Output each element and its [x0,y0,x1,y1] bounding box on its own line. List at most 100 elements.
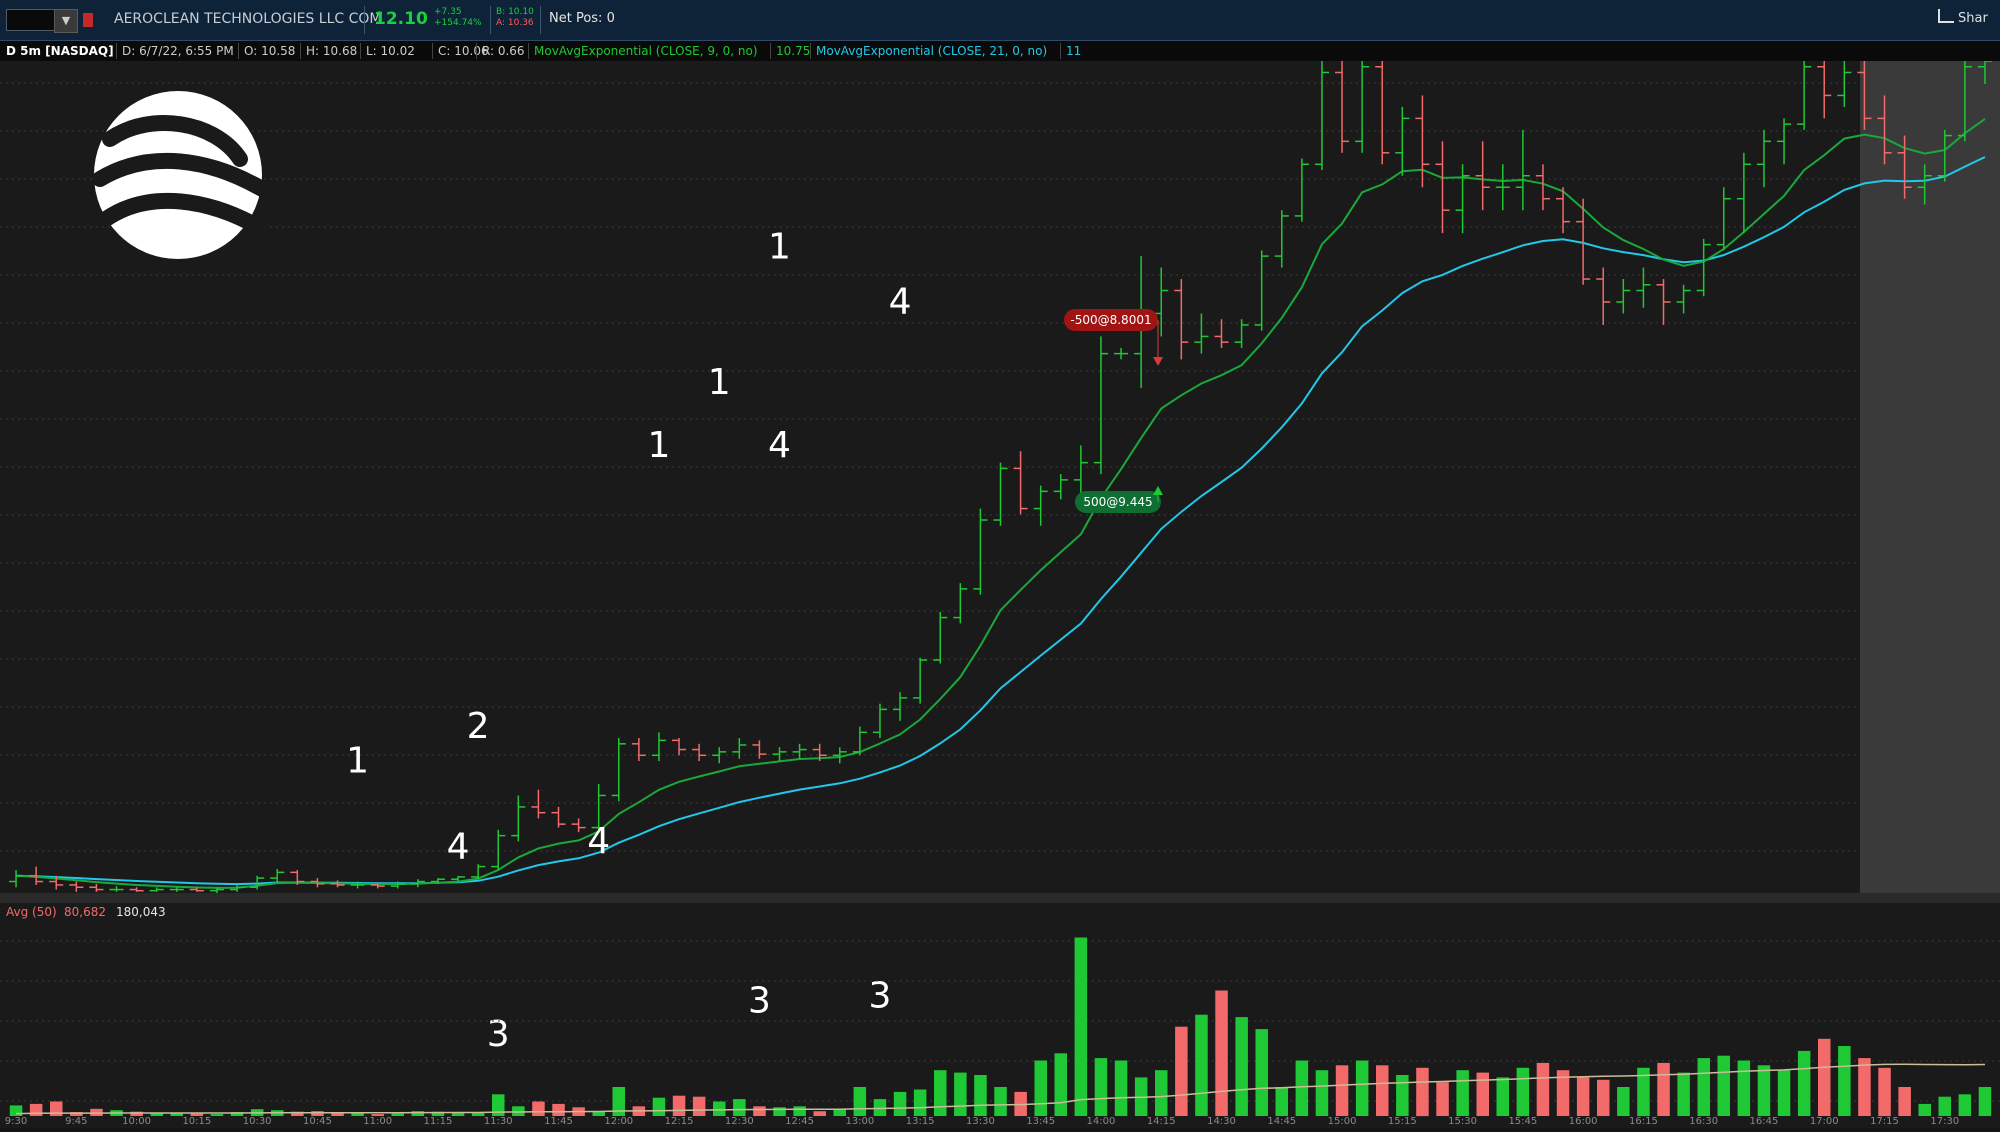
ema9-line [15,118,1986,889]
candle [872,703,887,739]
volume-bar [1797,1050,1811,1116]
candle [9,870,24,888]
volume-value: 180,043 [116,905,166,919]
volume-bar [1677,1072,1690,1116]
candle [1234,319,1249,348]
chart-annotation: 4 [587,821,610,862]
candle [1174,279,1189,360]
symbol-dropdown-button[interactable]: ▼ [54,9,78,33]
volume-bar [713,1101,726,1116]
volume-bar [29,1103,43,1116]
buy-order-marker[interactable]: 500@9.445 [1075,486,1163,513]
time-axis-label: 11:15 [424,1116,453,1127]
time-axis-label: 15:00 [1328,1116,1357,1127]
candle [1355,61,1370,153]
volume-bar [230,1112,244,1116]
volume-bar [1094,1058,1108,1116]
volume-bar [1657,1062,1670,1116]
pane-separator[interactable] [0,893,2000,903]
time-axis-label: 12:45 [785,1116,814,1127]
time-axis-label: 12:15 [665,1116,694,1127]
volume-bar [190,1113,204,1116]
volume-bar [1878,1067,1891,1117]
candle [1596,267,1611,325]
candles [9,60,1992,893]
volume-bar [1556,1070,1570,1116]
bar-low: L: 10.02 [366,44,415,58]
info-divider [238,43,239,59]
volume-bar [1838,1046,1851,1116]
candle [1455,164,1470,234]
ema21-label[interactable]: MovAvgExponential (CLOSE, 21, 0, no) [816,44,1048,58]
ask-price: A: 10.36 [496,18,534,28]
time-axis-label: 13:45 [1026,1116,1055,1127]
volume-bar [1034,1060,1047,1116]
volume-bar [210,1114,224,1116]
volume-bar [552,1103,565,1116]
info-divider [432,43,433,59]
info-divider [360,43,361,59]
candle [1817,61,1832,119]
price-change: +7.35 +154.74% [434,7,482,29]
candle [1977,60,1992,84]
candle [230,884,245,892]
volume-bar [512,1106,525,1116]
candle [551,806,566,828]
candle [531,789,546,819]
ema9-label[interactable]: MovAvgExponential (CLOSE, 9, 0, no) [534,44,758,58]
chart-annotation: 4 [447,827,470,868]
bar-close: C: 10.06 [438,44,489,58]
volume-bar [371,1114,384,1116]
volume-bar [1597,1079,1610,1116]
time-axis-label: 10:15 [182,1116,211,1127]
bar-open: O: 10.58 [244,44,296,58]
time-axis-label: 15:30 [1448,1116,1477,1127]
volume-bar [1757,1065,1771,1116]
aeroclean-logo [92,91,270,259]
volume-bar [813,1111,826,1116]
buy-arrow-icon [1153,486,1163,495]
volume-bar [1737,1060,1751,1116]
candle [1837,61,1852,107]
time-axis-label: 15:45 [1508,1116,1537,1127]
candle [1475,141,1490,211]
time-axis-label: 17:15 [1870,1116,1899,1127]
candle [1877,95,1892,165]
candle [29,866,44,885]
candle [1033,485,1048,526]
sell-arrow-icon [1153,357,1163,366]
net-position: Net Pos: 0 [549,11,615,26]
volume-bar [612,1087,625,1116]
volume-bar [1938,1096,1951,1116]
info-divider [116,43,117,59]
volume-bar [1195,1014,1208,1116]
volume-bar [934,1070,947,1116]
volume-bar [492,1094,505,1116]
candle [169,887,184,892]
share-button[interactable]: Shar [1938,9,1988,26]
candle [1495,164,1510,211]
volume-bar [773,1107,786,1116]
candle [772,747,787,762]
candle [1556,187,1571,234]
candle [591,783,606,830]
candle [1375,61,1390,165]
time-axis-label: 13:15 [906,1116,935,1127]
volume-bar [1376,1065,1389,1116]
volume-bar [793,1106,806,1116]
candle [953,583,968,624]
link-color-icon[interactable] [83,13,93,27]
volume-bar [1777,1070,1791,1116]
logo-wave [98,192,270,237]
candle [973,508,988,595]
candle [1857,61,1872,130]
info-divider [300,43,301,59]
volume-bar [351,1113,364,1116]
sell-order-marker[interactable]: -500@8.8001 [1064,309,1163,366]
volume-bar [1396,1075,1409,1116]
time-axis-label: 11:45 [544,1116,573,1127]
chart-symbol-label[interactable]: D 5m [NASDAQ] [6,44,114,58]
